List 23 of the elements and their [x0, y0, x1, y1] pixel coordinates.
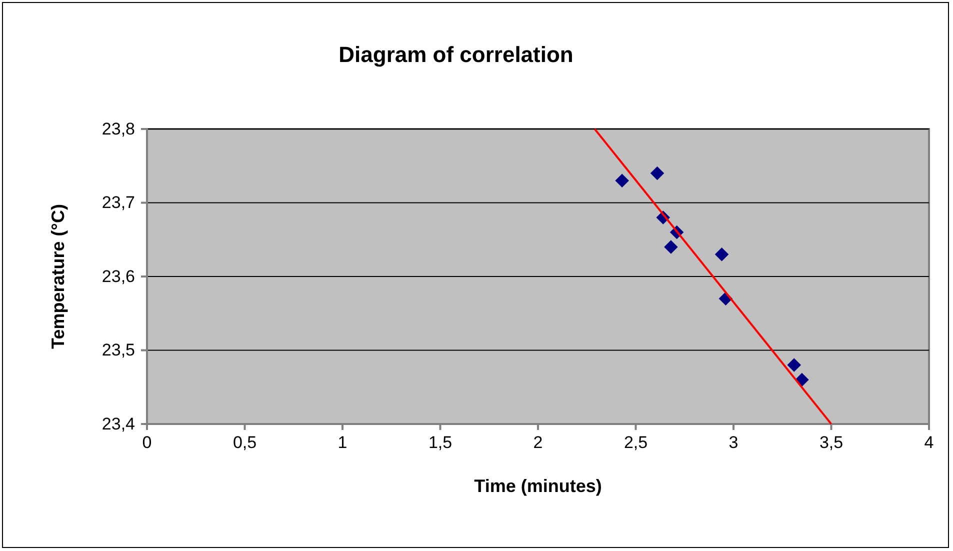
x-axis-title: Time (minutes) [474, 476, 602, 496]
point [714, 247, 729, 262]
x-tick-label: 0,5 [232, 433, 257, 452]
y-tick-label: 23,4 [102, 414, 135, 434]
point [650, 166, 664, 180]
chart-title: Diagram of correlation [338, 42, 574, 67]
point [615, 174, 629, 188]
point [795, 372, 809, 387]
x-tick-label: 1 [338, 433, 348, 452]
y-axis-title: Temperature (°C) [48, 204, 68, 349]
x-tick-label: 2 [533, 433, 543, 452]
x-tick-label: 3,5 [819, 433, 844, 452]
x-tick-label: 3 [728, 433, 738, 452]
y-tick-label: 23,5 [102, 340, 135, 360]
x-tick-label: 1,5 [428, 433, 452, 452]
y-tick-label: 23,6 [102, 266, 135, 286]
x-tick-label: 2,5 [624, 433, 648, 452]
point [664, 240, 678, 254]
x-tick-label: 4 [924, 433, 934, 452]
y-tick-label: 23,8 [102, 119, 135, 138]
point [787, 358, 801, 372]
y-tick-label: 23,7 [102, 193, 135, 212]
x-tick-label: 0 [142, 433, 152, 452]
